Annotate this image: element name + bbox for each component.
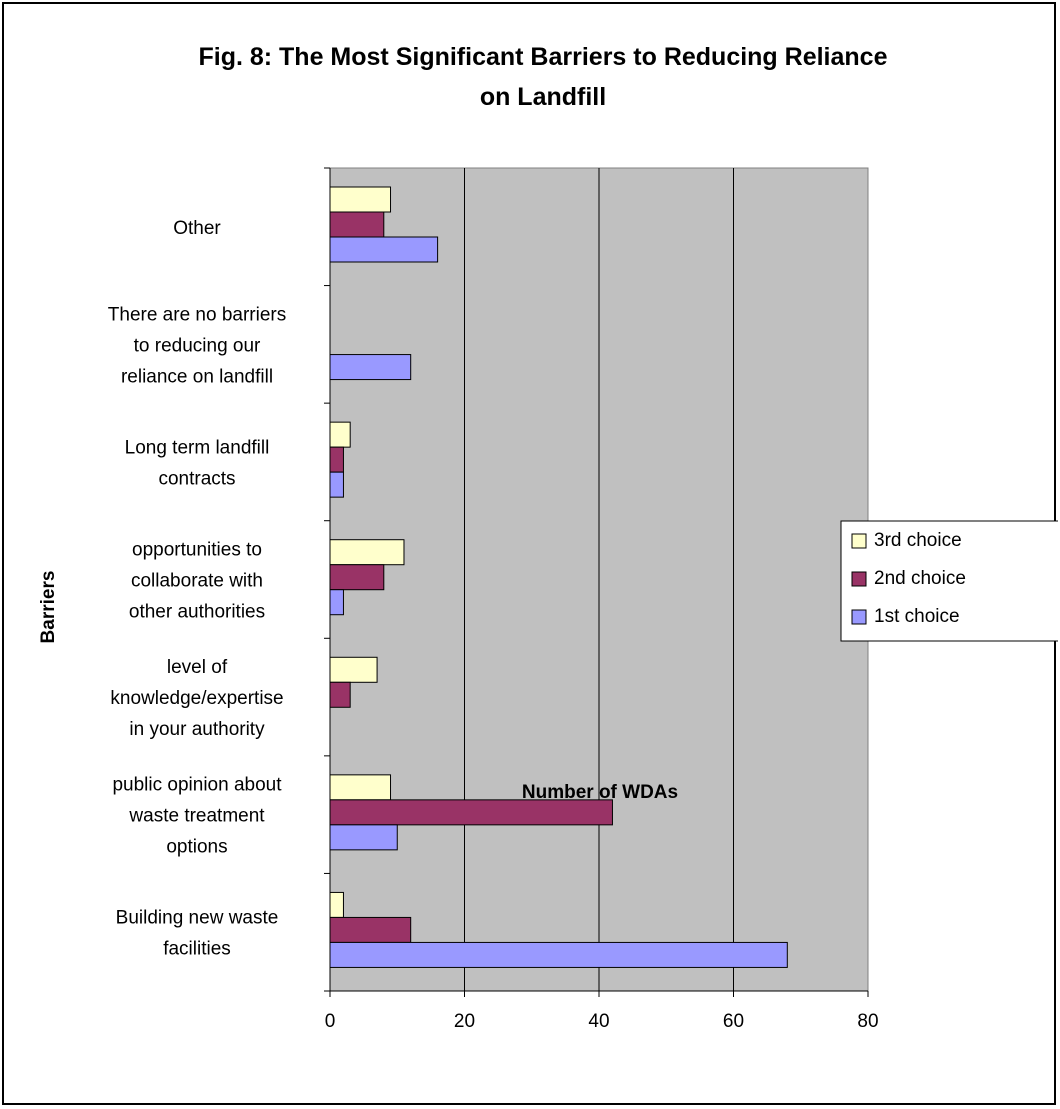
legend: 3rd choice 2nd choice 1st choice: [840, 520, 1058, 642]
category-label: to reducing our: [134, 335, 261, 356]
x-tick-label: 40: [588, 1011, 609, 1032]
y-axis-category-labels: Other There are no barriers to reducing ou…: [108, 218, 286, 960]
legend-swatch: [851, 571, 867, 587]
bar-1st-choice: [329, 236, 439, 263]
legend-label: 3rd choice: [874, 530, 962, 551]
bar-1st-choice: [329, 471, 344, 498]
legend-swatch: [851, 609, 867, 625]
chart-title-line-2: on Landfill: [480, 83, 606, 111]
bar-1st-choice: [329, 824, 398, 851]
x-axis-tick-labels: 0 20 40 60 80: [325, 1011, 879, 1032]
legend-box: [840, 520, 1058, 642]
x-tick-label: 20: [454, 1011, 475, 1032]
x-tick-label: 80: [857, 1011, 878, 1032]
category-label: waste treatment: [128, 806, 265, 827]
bar-3rd-choice: [329, 421, 351, 448]
bar-chart: Fig. 8: The Most Significant Barriers to…: [38, 43, 1058, 1032]
category-label: facilities: [163, 939, 231, 960]
axes: [324, 167, 869, 997]
x-tick-label: 60: [723, 1011, 744, 1032]
bar-2nd-choice: [329, 211, 385, 238]
legend-label: 2nd choice: [874, 568, 966, 589]
bar-2nd-choice: [329, 564, 385, 591]
x-tick-label: 0: [325, 1011, 336, 1032]
chart-title: Fig. 8: The Most Significant Barriers to…: [198, 43, 887, 111]
x-axis-title: Number of WDAs: [522, 782, 678, 803]
bar-2nd-choice: [329, 799, 613, 826]
category-label: Long term landfill: [125, 437, 270, 458]
gridlines: [464, 168, 734, 991]
bar-1st-choice: [329, 941, 788, 968]
category-label: level of: [167, 657, 228, 678]
bar-3rd-choice: [329, 774, 392, 801]
bar-2nd-choice: [329, 681, 351, 708]
bar-3rd-choice: [329, 891, 344, 918]
category-label: opportunities to: [132, 540, 262, 561]
legend-label: 1st choice: [874, 606, 960, 627]
y-axis-title: Barriers: [38, 571, 59, 644]
bar-3rd-choice: [329, 656, 378, 683]
category-label: Other: [173, 218, 221, 239]
bar-1st-choice: [329, 354, 412, 381]
category-label: knowledge/expertise: [110, 688, 283, 709]
category-label: in your authority: [129, 719, 265, 740]
category-label: options: [166, 837, 227, 858]
chart-title-line-1: Fig. 8: The Most Significant Barriers to…: [198, 43, 887, 71]
category-label: There are no barriers: [108, 304, 286, 325]
category-label: reliance on landfill: [121, 366, 273, 387]
category-label: public opinion about: [112, 775, 282, 796]
bar-1st-choice: [329, 589, 344, 616]
bar-3rd-choice: [329, 539, 405, 566]
category-label: contracts: [158, 468, 235, 489]
bar-2nd-choice: [329, 916, 412, 943]
bar-2nd-choice: [329, 446, 344, 473]
category-label: collaborate with: [131, 571, 263, 592]
category-label: other authorities: [129, 602, 265, 623]
legend-swatch: [851, 533, 867, 549]
bar-3rd-choice: [329, 186, 392, 213]
category-label: Building new waste: [116, 908, 279, 929]
